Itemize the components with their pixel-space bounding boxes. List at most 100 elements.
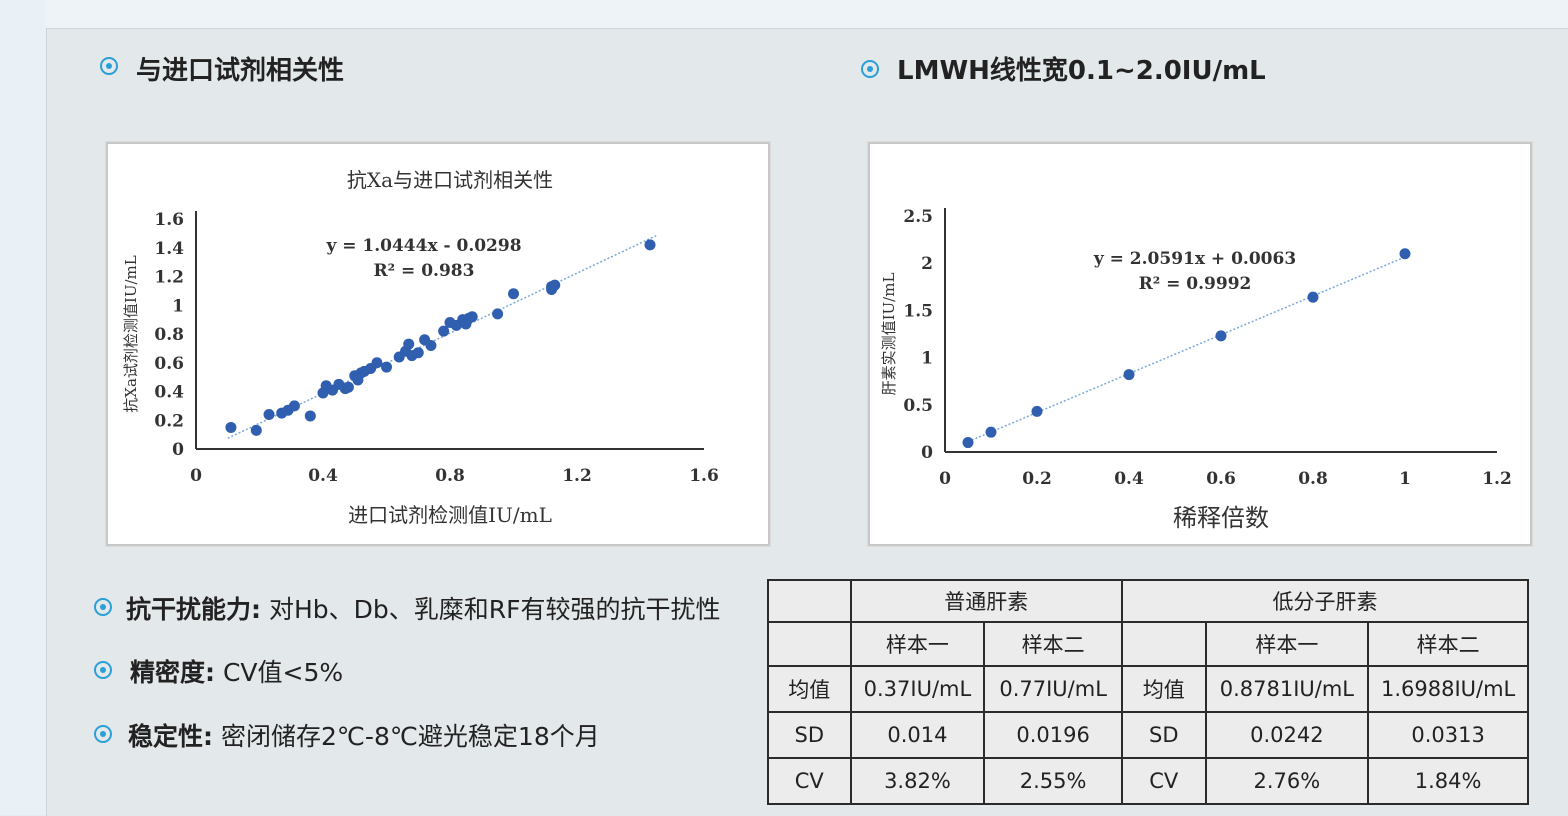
row-label: 均值 [767,665,852,713]
x-axis-label: 进口试剂检测值IU/mL [348,503,552,527]
sample-header: 样本一 [1204,621,1370,667]
data-point [985,426,997,438]
correlation-heading: 与进口试剂相关性 [136,56,345,86]
trendline [967,256,1406,443]
y-tick-label: 1.5 [903,301,933,321]
y-axis-label: 抗Xa试剂检测值IU/mL [122,255,140,412]
table-row: CV 3.82% 2.55% CV 2.76% 1.84% [767,757,1529,805]
table-row: 均值 0.37IU/mL 0.77IU/mL 均值 0.8781IU/mL 1.… [767,665,1529,713]
trendline-equation: y = 1.0444x - 0.0298 [325,236,521,256]
table-cell: 2.76% [1204,757,1370,805]
y-tick-label: 0.2 [154,411,184,431]
data-point [250,424,262,436]
x-tick-label: 0 [939,469,951,489]
data-point [403,338,415,350]
data-point [1215,330,1227,342]
table-cell: 2.55% [983,757,1123,805]
x-tick-label: 0.2 [1022,469,1052,489]
data-point [371,357,383,369]
data-point [492,308,504,320]
table-cell: 0.0196 [983,711,1123,759]
table-cell: 0.8781IU/mL [1204,665,1370,713]
sample-header: 样本二 [1367,621,1529,667]
table-cell: 1.6988IU/mL [1367,665,1529,713]
data-point [304,410,316,422]
left-strip [0,0,46,815]
table-empty-cell [767,621,852,667]
data-point [1123,369,1135,381]
table-empty-cell [1120,621,1207,667]
y-tick-label: 0.5 [903,396,933,416]
data-point [225,421,237,433]
table-cell: 0.0242 [1204,711,1370,759]
sample-header: 样本一 [849,621,986,667]
bullet-icon [94,725,112,743]
bullet-icon [861,60,879,78]
feature-precision: 精密度: CV值<5% [130,653,343,689]
data-point [381,361,392,373]
feature-text: CV值<5% [215,658,344,687]
x-tick-label: 1 [1399,469,1411,489]
y-tick-label: 0 [172,440,184,460]
correlation-chart: 抗Xa与进口试剂相关性 0 0.4 0.8 1.2 1.6 0 0.2 0.4 0.6 0.8 1 1.… [106,142,770,546]
table-sample-row: 样本一 样本二 样本一 样本二 [767,621,1529,667]
data-point [466,311,478,323]
x-tick-label: 1.2 [562,466,592,486]
y-tick-label: 1 [172,296,184,316]
correlation-chart-svg: 抗Xa与进口试剂相关性 0 0.4 0.8 1.2 1.6 0 0.2 0.4 0.6 0.8 1 1.… [122,168,719,527]
top-strip [0,0,1568,28]
y-tick-label: 1.6 [154,210,184,230]
data-point [962,437,974,449]
row-label: SD [1120,711,1207,759]
data-point [412,347,424,359]
y-tick-label: 0.8 [154,325,184,345]
sample-header: 样本二 [983,621,1123,667]
table-cell: 0.37IU/mL [849,665,986,713]
r-squared-label: R² = 0.983 [374,261,475,281]
y-tick-label: 1.2 [154,268,184,288]
x-tick-label: 0.8 [1298,469,1328,489]
row-label: CV [1120,757,1207,805]
x-tick-label: 0.4 [1114,469,1144,489]
bullet-icon [100,57,118,75]
data-point [342,381,354,393]
data-point [1399,248,1411,260]
x-tick-label: 1.6 [689,466,719,486]
data-point [288,400,300,412]
table-cell: 0.014 [849,711,986,759]
data-point [549,279,561,291]
data-point [1031,405,1043,417]
x-tick-label: 0.6 [1206,469,1236,489]
bullet-icon [94,661,112,679]
y-axis-label: 肝素实测值IU/mL [880,273,898,396]
feature-label: 精密度: [130,658,215,687]
row-label: CV [767,757,852,805]
table-cell: 0.0313 [1367,711,1529,759]
data-point [425,340,437,351]
linearity-chart: 0 0.2 0.4 0.6 0.8 1 1.2 0 0.5 1 1.5 2 2.5 稀释倍数 肝素实测值IU… [868,142,1532,546]
group-header-heparin: 普通肝素 [849,579,1123,623]
linearity-heading: LMWH线性宽0.1~2.0IU/mL [897,56,1266,86]
feature-interference: 抗干扰能力: 对Hb、Db、乳糜和RF有较强的抗干扰性 [126,590,721,626]
data-point [1307,291,1319,303]
trendline-equation: y = 2.0591x + 0.0063 [1093,249,1296,269]
row-label: SD [767,711,852,759]
data-point [644,239,656,251]
data-point [508,288,519,300]
x-tick-label: 1.2 [1482,469,1512,489]
feature-label: 抗干扰能力: [126,595,261,624]
feature-text: 对Hb、Db、乳糜和RF有较强的抗干扰性 [261,595,721,624]
table-cell: 0.77IU/mL [983,665,1123,713]
table-corner-cell [767,579,852,623]
feature-stability: 稳定性: 密闭储存2℃-8℃避光稳定18个月 [128,717,600,753]
feature-text: 密闭储存2℃-8℃避光稳定18个月 [213,722,600,751]
y-tick-label: 0.4 [154,383,184,403]
table-cell: 3.82% [849,757,986,805]
table-group-row: 普通肝素 低分子肝素 [767,579,1530,623]
bullet-icon [94,598,112,616]
feature-label: 稳定性: [128,722,213,751]
linearity-chart-svg: 0 0.2 0.4 0.6 0.8 1 1.2 0 0.5 1 1.5 2 2.5 稀释倍数 肝素实测值IU… [880,207,1512,532]
y-tick-label: 0.6 [154,354,184,374]
y-tick-label: 1 [921,349,933,369]
group-header-lmwh: 低分子肝素 [1120,579,1530,623]
